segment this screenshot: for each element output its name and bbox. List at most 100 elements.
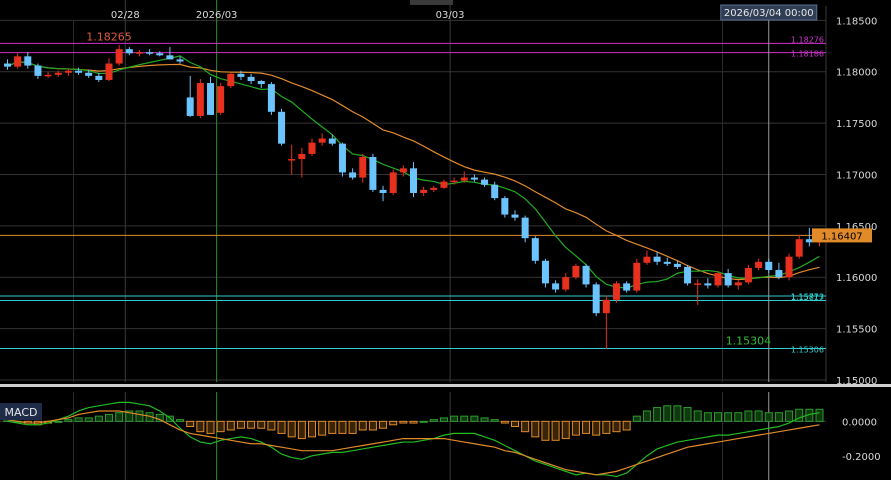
candle-body[interactable] xyxy=(4,63,11,67)
candle-body[interactable] xyxy=(653,256,661,262)
candle-body[interactable] xyxy=(775,270,783,278)
candle-body[interactable] xyxy=(125,49,133,54)
candle-body[interactable] xyxy=(54,72,62,75)
reference-line-label: 1.18186 xyxy=(791,50,824,59)
candle-body[interactable] xyxy=(602,299,610,314)
candle-body[interactable] xyxy=(176,59,184,62)
candle-body[interactable] xyxy=(64,70,72,73)
candle-body[interactable] xyxy=(156,53,164,56)
candle-body[interactable] xyxy=(399,168,407,173)
macd-histogram-bar xyxy=(84,417,93,422)
candle-body[interactable] xyxy=(440,181,448,188)
macd-histogram-bar xyxy=(186,420,195,428)
candle-body[interactable] xyxy=(44,74,52,77)
candle-body[interactable] xyxy=(379,189,387,193)
candle-body[interactable] xyxy=(633,262,641,291)
candle-body[interactable] xyxy=(410,168,417,193)
candle-body[interactable] xyxy=(623,283,631,291)
candle-body[interactable] xyxy=(14,56,22,67)
macd-histogram-bar xyxy=(460,415,469,422)
candle-body[interactable] xyxy=(460,177,468,181)
candle-body[interactable] xyxy=(744,267,752,283)
candle-body[interactable] xyxy=(684,266,692,284)
candle-body[interactable] xyxy=(491,184,499,199)
candle-body[interactable] xyxy=(318,138,326,143)
candle-body[interactable] xyxy=(470,177,478,180)
candle-body[interactable] xyxy=(531,238,539,261)
candle-body[interactable] xyxy=(85,72,93,76)
macd-histogram-bar xyxy=(328,420,337,434)
macd-histogram-bar xyxy=(368,420,377,431)
macd-histogram-bar xyxy=(94,415,103,422)
candle-body[interactable] xyxy=(328,138,336,144)
candle-body[interactable] xyxy=(663,261,671,264)
candle-body[interactable] xyxy=(166,55,174,60)
macd-histogram-bar xyxy=(419,420,428,423)
macd-histogram-bar xyxy=(297,420,306,440)
candle-body[interactable] xyxy=(278,111,286,144)
candle-body[interactable] xyxy=(552,283,560,290)
candle-body[interactable] xyxy=(217,86,225,113)
candle-body[interactable] xyxy=(146,52,154,54)
candle-body[interactable] xyxy=(359,157,367,178)
candle-body[interactable] xyxy=(227,73,235,87)
candle-body[interactable] xyxy=(389,172,397,193)
candle-body[interactable] xyxy=(694,283,702,285)
candle-body[interactable] xyxy=(196,83,204,116)
macd-histogram-bar xyxy=(703,412,712,422)
candle-body[interactable] xyxy=(521,217,529,239)
candle-body[interactable] xyxy=(714,273,722,286)
macd-histogram-bar xyxy=(429,419,438,422)
candle-body[interactable] xyxy=(795,239,803,257)
macd-label-box[interactable] xyxy=(0,403,42,420)
candle-body[interactable] xyxy=(24,56,32,66)
candle-body[interactable] xyxy=(267,84,275,112)
candle-body[interactable] xyxy=(755,261,763,268)
macd-label: MACD xyxy=(5,406,38,419)
candle-body[interactable] xyxy=(298,153,306,160)
candle-body[interactable] xyxy=(562,277,570,290)
candle-body[interactable] xyxy=(704,283,712,286)
candle-body[interactable] xyxy=(501,198,509,215)
candle-body[interactable] xyxy=(247,76,255,81)
candle-body[interactable] xyxy=(95,75,103,80)
candle-body[interactable] xyxy=(308,142,316,154)
candle-body[interactable] xyxy=(541,260,549,284)
candle-body[interactable] xyxy=(115,49,123,64)
candle-body[interactable] xyxy=(207,83,214,115)
candle-body[interactable] xyxy=(75,70,83,73)
candle-body[interactable] xyxy=(237,73,245,77)
candle-body[interactable] xyxy=(572,265,580,278)
candle-body[interactable] xyxy=(135,52,143,54)
candle-body[interactable] xyxy=(673,263,681,267)
candle-body[interactable] xyxy=(430,187,438,190)
candle-body[interactable] xyxy=(34,65,42,76)
candle-body[interactable] xyxy=(186,97,194,116)
candle-body[interactable] xyxy=(338,143,346,173)
price-annotation: 1.15304 xyxy=(726,335,772,348)
candle-body[interactable] xyxy=(805,239,813,243)
candle-body[interactable] xyxy=(724,273,732,286)
candle-body[interactable] xyxy=(592,284,600,314)
candle-body[interactable] xyxy=(257,80,265,85)
candle-body[interactable] xyxy=(288,159,296,161)
cursor-time-box xyxy=(720,4,818,21)
candle-body[interactable] xyxy=(785,256,793,278)
candle-body[interactable] xyxy=(643,256,651,263)
candle-body[interactable] xyxy=(105,63,113,80)
candle-body[interactable] xyxy=(349,172,357,178)
candle-body[interactable] xyxy=(734,282,742,286)
candle-body[interactable] xyxy=(450,180,458,183)
candle-body[interactable] xyxy=(481,179,489,185)
candle-body[interactable] xyxy=(582,265,590,285)
macd-histogram-bar xyxy=(216,420,225,433)
candle-body[interactable] xyxy=(369,157,377,190)
macd-histogram-bar xyxy=(714,412,722,422)
candle-body[interactable] xyxy=(765,261,773,271)
candle-body[interactable] xyxy=(511,214,519,218)
top-scroll-marker[interactable] xyxy=(410,0,453,5)
current-price-label: 1.16407 xyxy=(821,231,862,242)
candle-body[interactable] xyxy=(420,189,428,193)
candle-body[interactable] xyxy=(613,283,620,300)
